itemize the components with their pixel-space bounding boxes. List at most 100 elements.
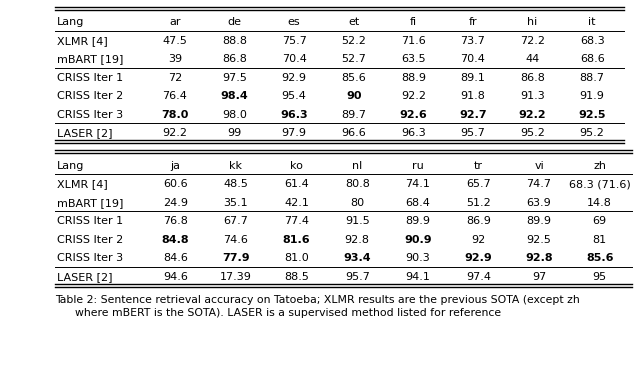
Text: 90: 90: [346, 91, 362, 101]
Text: 42.1: 42.1: [284, 198, 309, 208]
Text: 78.0: 78.0: [161, 110, 189, 120]
Text: CRISS Iter 1: CRISS Iter 1: [57, 73, 123, 83]
Text: 14.8: 14.8: [588, 198, 612, 208]
Text: 77.4: 77.4: [284, 216, 309, 226]
Text: CRISS Iter 3: CRISS Iter 3: [57, 253, 123, 263]
Text: 60.6: 60.6: [163, 179, 188, 189]
Text: Table 2: Sentence retrieval accuracy on Tatoeba; XLMR results are the previous S: Table 2: Sentence retrieval accuracy on …: [55, 295, 580, 305]
Text: mBART [19]: mBART [19]: [57, 54, 124, 64]
Text: 94.1: 94.1: [405, 272, 430, 282]
Text: 71.6: 71.6: [401, 36, 426, 46]
Text: es: es: [288, 17, 300, 27]
Text: 91.3: 91.3: [520, 91, 545, 101]
Text: 94.6: 94.6: [163, 272, 188, 282]
Text: 96.6: 96.6: [341, 128, 366, 138]
Text: 52.7: 52.7: [341, 54, 366, 64]
Text: 48.5: 48.5: [223, 179, 248, 189]
Text: 90.3: 90.3: [405, 253, 430, 263]
Text: 97.5: 97.5: [222, 73, 247, 83]
Text: 69: 69: [593, 216, 607, 226]
Text: 75.7: 75.7: [282, 36, 307, 46]
Text: 92.2: 92.2: [519, 110, 547, 120]
Text: 91.8: 91.8: [461, 91, 485, 101]
Text: ko: ko: [290, 161, 303, 171]
Text: 92.8: 92.8: [525, 253, 553, 263]
Text: hi: hi: [527, 17, 538, 27]
Text: it: it: [588, 17, 596, 27]
Text: CRISS Iter 3: CRISS Iter 3: [57, 110, 123, 120]
Text: 17.39: 17.39: [220, 272, 252, 282]
Text: fr: fr: [468, 17, 477, 27]
Text: 84.6: 84.6: [163, 253, 188, 263]
Text: 44: 44: [525, 54, 540, 64]
Text: 88.9: 88.9: [401, 73, 426, 83]
Text: LASER [2]: LASER [2]: [57, 272, 113, 282]
Text: CRISS Iter 2: CRISS Iter 2: [57, 235, 124, 245]
Text: CRISS Iter 2: CRISS Iter 2: [57, 91, 124, 101]
Text: ru: ru: [412, 161, 424, 171]
Text: 92.9: 92.9: [282, 73, 307, 83]
Text: 81.6: 81.6: [283, 235, 310, 245]
Text: 90.9: 90.9: [404, 235, 431, 245]
Text: fi: fi: [410, 17, 417, 27]
Text: 86.9: 86.9: [466, 216, 491, 226]
Text: 89.1: 89.1: [461, 73, 485, 83]
Text: vi: vi: [534, 161, 544, 171]
Text: mBART [19]: mBART [19]: [57, 198, 124, 208]
Text: 98.0: 98.0: [222, 110, 247, 120]
Text: 88.8: 88.8: [222, 36, 247, 46]
Text: de: de: [227, 17, 241, 27]
Text: 51.2: 51.2: [466, 198, 491, 208]
Text: 74.7: 74.7: [527, 179, 552, 189]
Text: LASER [2]: LASER [2]: [57, 128, 113, 138]
Text: 98.4: 98.4: [221, 91, 248, 101]
Text: 85.6: 85.6: [586, 253, 613, 263]
Text: 68.6: 68.6: [580, 54, 605, 64]
Text: where mBERT is the SOTA). LASER is a supervised method listed for reference: where mBERT is the SOTA). LASER is a sup…: [75, 308, 501, 318]
Text: 97.4: 97.4: [466, 272, 491, 282]
Text: 86.8: 86.8: [222, 54, 247, 64]
Text: 63.5: 63.5: [401, 54, 426, 64]
Text: 92.6: 92.6: [399, 110, 427, 120]
Text: 81: 81: [593, 235, 607, 245]
Text: 81.0: 81.0: [284, 253, 309, 263]
Text: 76.4: 76.4: [163, 91, 188, 101]
Text: 91.9: 91.9: [580, 91, 605, 101]
Text: 68.3: 68.3: [580, 36, 605, 46]
Text: 74.1: 74.1: [405, 179, 430, 189]
Text: 93.4: 93.4: [344, 253, 371, 263]
Text: 95.2: 95.2: [520, 128, 545, 138]
Text: 89.9: 89.9: [405, 216, 430, 226]
Text: 92.7: 92.7: [459, 110, 487, 120]
Text: 74.6: 74.6: [223, 235, 248, 245]
Text: XLMR [4]: XLMR [4]: [57, 179, 108, 189]
Text: 61.4: 61.4: [284, 179, 309, 189]
Text: Lang: Lang: [57, 161, 84, 171]
Text: 92: 92: [471, 235, 486, 245]
Text: 89.7: 89.7: [341, 110, 366, 120]
Text: nl: nl: [352, 161, 362, 171]
Text: 24.9: 24.9: [163, 198, 188, 208]
Text: 95: 95: [593, 272, 607, 282]
Text: 85.6: 85.6: [341, 73, 366, 83]
Text: kk: kk: [229, 161, 243, 171]
Text: 95.4: 95.4: [282, 91, 307, 101]
Text: 70.4: 70.4: [282, 54, 307, 64]
Text: ar: ar: [169, 17, 180, 27]
Text: 52.2: 52.2: [341, 36, 366, 46]
Text: 96.3: 96.3: [401, 128, 426, 138]
Text: 91.5: 91.5: [345, 216, 369, 226]
Text: Lang: Lang: [57, 17, 84, 27]
Text: 88.7: 88.7: [580, 73, 605, 83]
Text: 92.5: 92.5: [579, 110, 606, 120]
Text: 95.7: 95.7: [345, 272, 370, 282]
Text: CRISS Iter 1: CRISS Iter 1: [57, 216, 123, 226]
Text: 77.9: 77.9: [222, 253, 250, 263]
Text: 80: 80: [350, 198, 364, 208]
Text: 68.4: 68.4: [405, 198, 430, 208]
Text: 65.7: 65.7: [466, 179, 491, 189]
Text: 92.2: 92.2: [163, 128, 188, 138]
Text: ja: ja: [170, 161, 180, 171]
Text: 92.5: 92.5: [527, 235, 552, 245]
Text: 96.3: 96.3: [280, 110, 308, 120]
